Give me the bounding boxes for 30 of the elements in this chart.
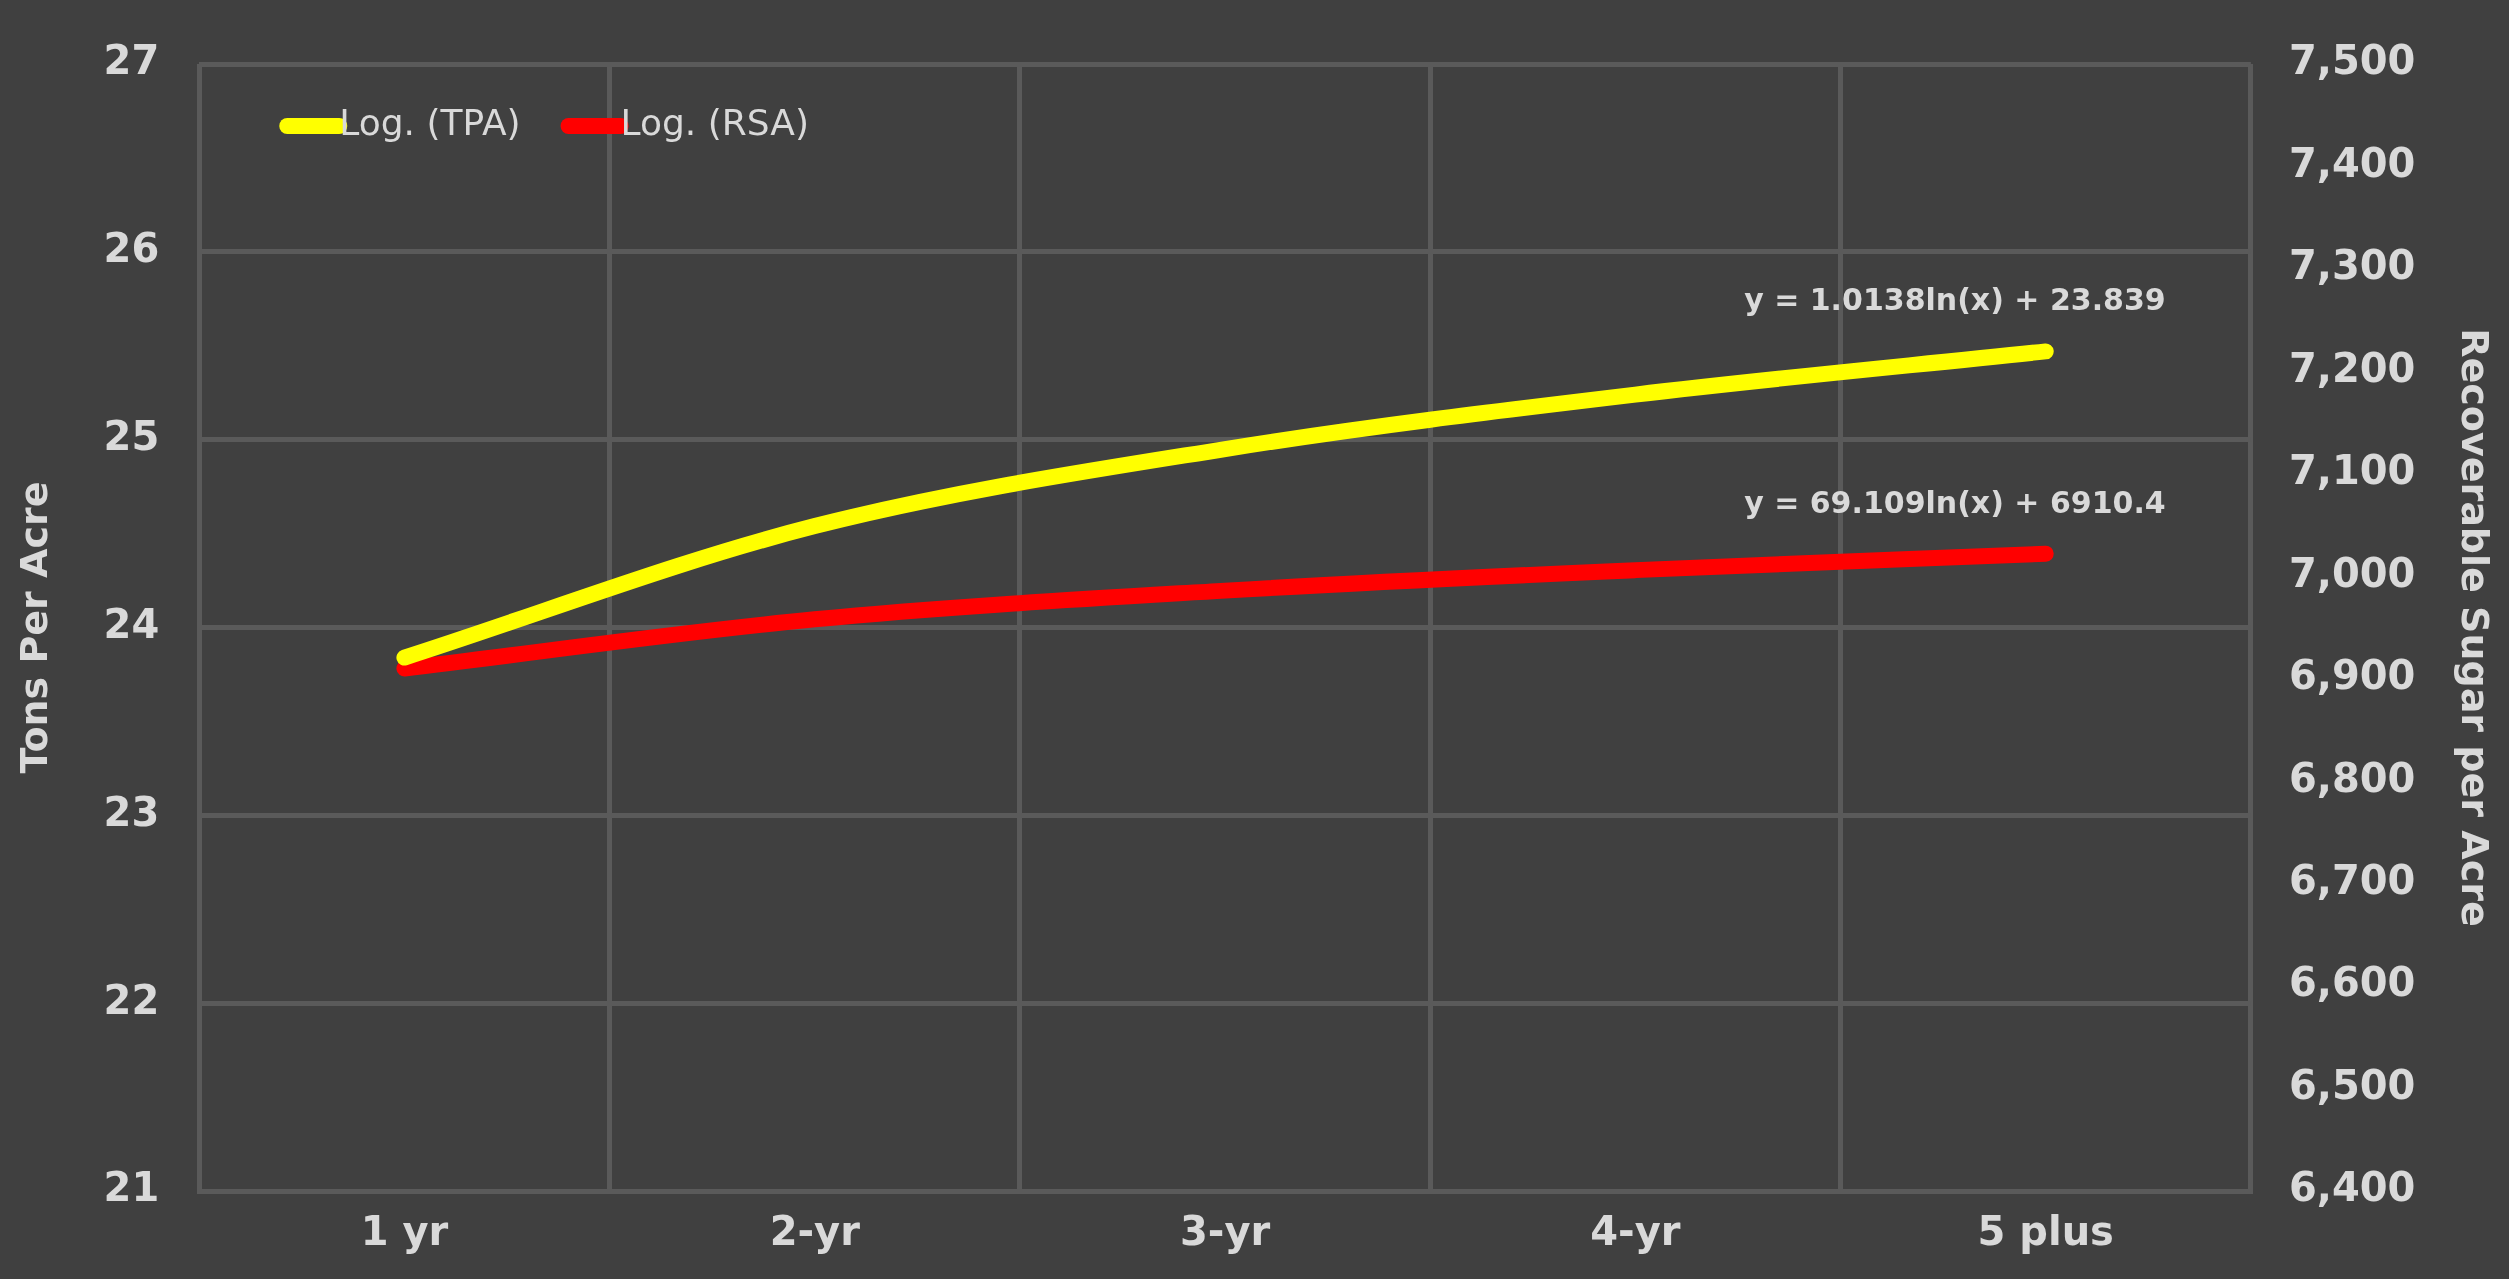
- x-tick-label: 2-yr: [769, 1208, 861, 1255]
- y2-tick-label: 7,500: [2288, 37, 2416, 84]
- y-tick-label: 25: [103, 413, 160, 460]
- y2-tick-label: 6,500: [2288, 1061, 2416, 1108]
- y2-tick-label: 6,600: [2288, 959, 2416, 1006]
- y2-tick-label: 6,800: [2288, 754, 2416, 801]
- y-axis-title: Tons Per Acre: [11, 481, 56, 774]
- annotation: y = 69.109ln(x) + 6910.4: [1744, 484, 2166, 520]
- legend-label: Log. (RSA): [620, 102, 809, 144]
- x-tick-label: 1 yr: [360, 1208, 449, 1255]
- y2-tick-label: 7,100: [2288, 447, 2416, 494]
- y2-tick-label: 7,300: [2288, 242, 2416, 289]
- x-tick-label: 4-yr: [1590, 1208, 1681, 1255]
- y-tick-label: 27: [103, 37, 160, 84]
- x-tick-label: 5 plus: [1977, 1208, 2114, 1255]
- y-tick-label: 26: [103, 225, 160, 272]
- y2-tick-label: 6,400: [2288, 1164, 2416, 1211]
- y2-tick-label: 6,900: [2288, 652, 2416, 699]
- y2-tick-label: 7,400: [2288, 139, 2416, 186]
- y-tick-label: 24: [103, 600, 160, 647]
- y2-tick-label: 7,000: [2288, 549, 2416, 596]
- y-tick-label: 22: [103, 976, 160, 1023]
- y-tick-label: 23: [103, 788, 160, 835]
- x-tick-label: 3-yr: [1179, 1208, 1271, 1255]
- annotation: y = 1.0138ln(x) + 23.839: [1744, 282, 2166, 318]
- y2-tick-label: 6,700: [2288, 857, 2416, 904]
- legend-label: Log. (TPA): [339, 102, 521, 144]
- y-tick-label: 21: [103, 1164, 160, 1211]
- y2-axis-title: Recoverable Sugar per Acre: [2453, 328, 2498, 927]
- y2-tick-label: 7,200: [2288, 344, 2416, 391]
